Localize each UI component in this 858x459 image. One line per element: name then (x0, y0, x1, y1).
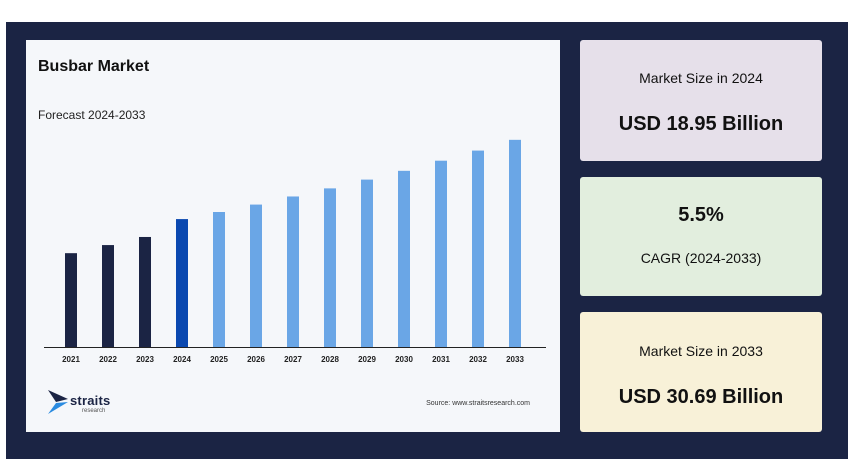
bar-2031 (435, 160, 447, 347)
bar-2028 (324, 188, 336, 347)
cagr-value: 5.5% (678, 204, 724, 226)
bar-2033 (509, 139, 521, 347)
x-tick-label-2022: 2022 (99, 355, 117, 364)
cagr-label: CAGR (2024-2033) (640, 250, 762, 266)
market-size-2024-card: Market Size in 2024 USD 18.95 Billion (580, 40, 822, 161)
x-tick-label-2027: 2027 (284, 355, 302, 364)
bar-chart: 2021 2022 2023 2024 2025 2026 2027 2028 2029 2030… (44, 139, 546, 364)
chart-card: Busbar Market Forecast 2024-2033 2021 202… (26, 40, 560, 432)
x-tick-label-2026: 2026 (247, 355, 265, 364)
x-tick-label-2023: 2023 (136, 355, 154, 364)
bar-2022 (102, 245, 114, 347)
x-tick-label-2033: 2033 (506, 355, 524, 364)
straits-research-logo: straits research (48, 390, 128, 418)
bar-2021 (65, 253, 77, 347)
market-size-2033-label: Market Size in 2033 (639, 343, 763, 359)
market-size-2033-card: Market Size in 2033 USD 30.69 Billion (580, 312, 822, 432)
market-size-2024-label: Market Size in 2024 (639, 70, 763, 86)
logo-subtext: research (82, 408, 106, 414)
market-size-2024-value: USD 18.95 Billion (618, 113, 784, 135)
bar-2026 (250, 204, 262, 347)
chart-title: Busbar Market (38, 58, 150, 75)
bar-2030 (398, 170, 410, 347)
straits-logo-icon (48, 390, 68, 414)
x-tick-label-2025: 2025 (210, 355, 228, 364)
bar-2023 (139, 236, 151, 347)
x-tick-label-2029: 2029 (358, 355, 376, 364)
bar-2025 (213, 212, 225, 347)
bar-2024 (176, 219, 188, 347)
x-tick-label-2032: 2032 (469, 355, 487, 364)
chart-subtitle: Forecast 2024-2033 (38, 108, 146, 122)
market-size-2033-value: USD 30.69 Billion (618, 386, 784, 408)
x-tick-label-2030: 2030 (395, 355, 413, 364)
bar-2029 (361, 179, 373, 347)
x-tick-label-2028: 2028 (321, 355, 339, 364)
bar-2032 (472, 150, 484, 347)
x-tick-label-2024: 2024 (173, 355, 191, 364)
logo-wordmark: straits (70, 393, 111, 408)
bar-2027 (287, 196, 299, 347)
x-tick-label-2021: 2021 (62, 355, 80, 364)
x-tick-label-2031: 2031 (432, 355, 450, 364)
source-note: Source: www.straitsresearch.com (426, 400, 530, 407)
cagr-card: 5.5% CAGR (2024-2033) (580, 177, 822, 296)
